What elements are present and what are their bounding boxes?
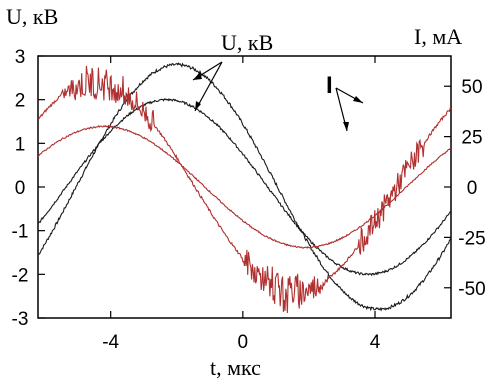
y-left-tick-label: -2: [12, 265, 29, 286]
x-axis-label: t, мкс: [210, 355, 261, 380]
voltage-arrow-2: [194, 61, 223, 112]
x-tick-layer: -4 0 4: [102, 56, 381, 353]
current-series-line-2: [37, 65, 452, 314]
y-right-tick-label: 25: [461, 128, 482, 149]
y-right-tick-layer: 50 25 0 -25 -50: [444, 77, 486, 300]
y-right-tick-label: 0: [467, 178, 478, 199]
y-left-tick-label: 2: [15, 91, 26, 112]
y-left-tick-label: 1: [15, 134, 26, 155]
current-arrow-head-2: [343, 122, 349, 131]
y-right-tick-label: -25: [458, 228, 485, 249]
y-right-axis-label: I, мА: [414, 24, 462, 49]
y-left-tick-layer: 3 2 1 0 -1 -2 -3: [12, 47, 45, 330]
voltage-series-line-1: [37, 97, 452, 277]
y-left-tick-label: -3: [12, 309, 29, 330]
current-annotation: I: [326, 72, 333, 99]
plot-frame: [37, 55, 452, 319]
voltage-arrow-head-2: [195, 101, 201, 111]
x-tick-label: -4: [102, 332, 119, 353]
voltage-arrow-head-1: [193, 72, 202, 80]
y-left-axis-label: U, кВ: [6, 4, 58, 29]
series-layer: [37, 62, 452, 314]
current-arrow-head-1: [353, 96, 363, 103]
voltage-series-line-0: [37, 62, 452, 312]
y-right-tick-label: -50: [458, 279, 485, 300]
y-right-tick-label: 50: [461, 77, 482, 98]
voltage-annotation: U, кВ: [221, 30, 273, 55]
y-left-tick-label: 3: [15, 47, 26, 68]
current-series-line-3: [37, 125, 452, 249]
x-tick-label: 4: [370, 332, 381, 353]
y-left-tick-label: 0: [15, 178, 26, 199]
y-left-tick-label: -1: [12, 222, 29, 243]
x-tick-label: 0: [238, 332, 249, 353]
